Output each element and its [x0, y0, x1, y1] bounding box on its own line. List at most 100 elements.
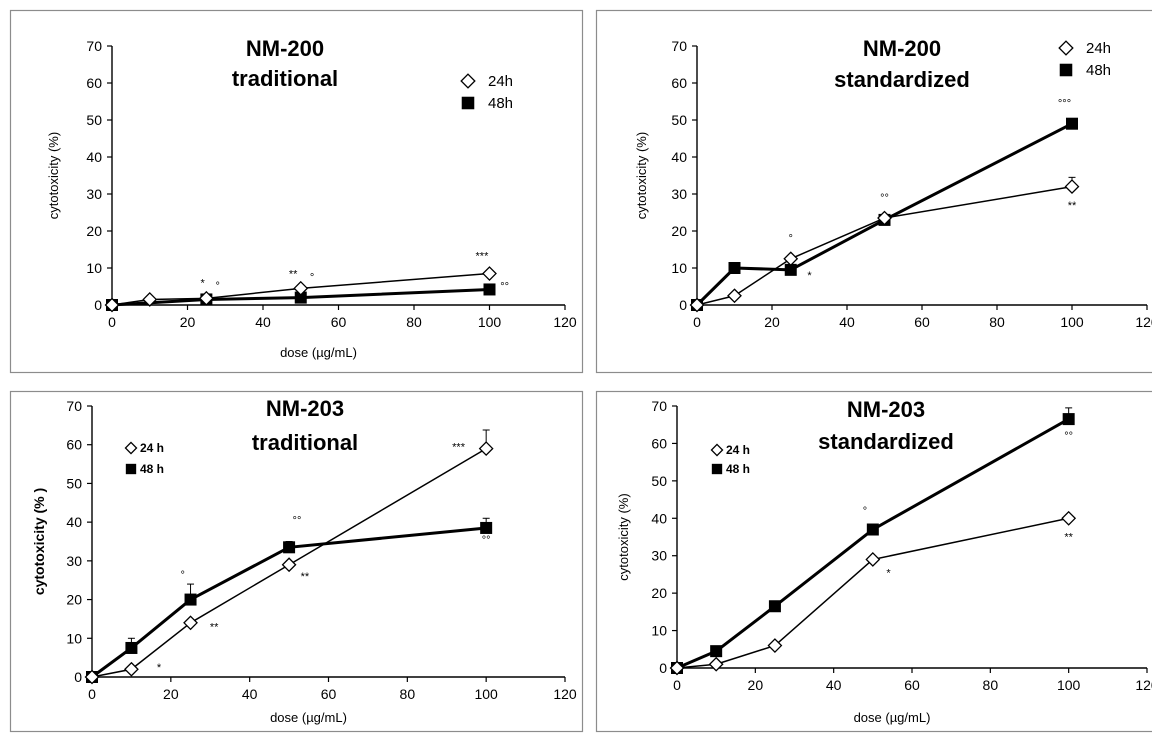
significance-label: * — [886, 567, 891, 579]
legend-label: 48 h — [140, 462, 164, 476]
data-point — [689, 297, 705, 313]
data-point — [198, 290, 214, 306]
data-point — [283, 541, 296, 554]
data-point — [480, 521, 493, 534]
panel-frame — [9, 9, 584, 374]
significance-label: ° — [789, 233, 793, 245]
significance-label: ° — [310, 272, 314, 284]
legend-label: 48 h — [726, 462, 750, 476]
significance-label: *** — [452, 442, 466, 454]
x-tick-label: 20 — [764, 314, 780, 330]
significance-label: ** — [1064, 532, 1073, 544]
legend-marker — [711, 463, 723, 475]
significance-label: °° — [880, 192, 889, 204]
chart-title-line-2: traditional — [232, 66, 338, 91]
y-tick-label: 60 — [671, 75, 687, 91]
legend-label: 48h — [1086, 62, 1111, 79]
y-tick-label: 10 — [66, 630, 82, 646]
chart-title-line-1: NM-200 — [863, 36, 941, 61]
significance-label: °°° — [1058, 98, 1071, 110]
y-axis-label: cytotoxicity (%) — [634, 132, 649, 219]
significance-label: ° — [180, 569, 184, 581]
data-point — [728, 262, 741, 274]
data-point — [1062, 413, 1075, 426]
y-tick-label: 10 — [86, 260, 102, 276]
x-tick-label: 60 — [914, 314, 930, 330]
y-tick-label: 0 — [94, 297, 102, 313]
chart-panel-3: 0 10 20 30 40 50 60 70 0 20 40 60 80 100 120 cytotoxici… — [9, 390, 584, 733]
chart-panel-1: 0 10 20 30 40 50 60 70 0 20 40 60 80 100 120 cytotoxici… — [9, 9, 584, 374]
x-tick-label: 100 — [474, 686, 498, 702]
y-axis-label: cytotoxicity (% ) — [31, 488, 47, 595]
significance-label: *** — [476, 250, 490, 262]
x-tick-label: 20 — [180, 314, 196, 330]
legend-label: 24 h — [140, 441, 164, 455]
legend: 24 h 48 h — [710, 443, 750, 476]
y-axis-label: cytotoxicity (%) — [616, 493, 631, 580]
x-axis-label: dose (µg/mL) — [854, 710, 931, 725]
significance-label: ° — [863, 506, 867, 518]
data-point — [483, 283, 496, 296]
chart-title-line-1: NM-203 — [847, 397, 925, 422]
x-tick-label: 20 — [163, 686, 179, 702]
y-tick-label: 0 — [679, 297, 687, 313]
x-tick-label: 40 — [826, 677, 842, 693]
y-tick-label: 20 — [66, 592, 82, 608]
data-point — [125, 641, 138, 654]
data-point — [710, 645, 723, 658]
y-tick-label: 30 — [671, 186, 687, 202]
y-tick-label: 40 — [86, 149, 102, 165]
data-point — [123, 661, 139, 677]
chart-title-line-1: NM-203 — [266, 396, 344, 421]
y-tick-label: 30 — [66, 553, 82, 569]
x-tick-label: 40 — [839, 314, 855, 330]
legend: 24 h 48 h — [124, 441, 164, 476]
data-point — [183, 615, 198, 631]
x-tick-label: 0 — [88, 686, 96, 702]
y-tick-label: 70 — [671, 38, 687, 54]
data-point — [281, 557, 297, 573]
data-point — [104, 297, 120, 313]
data-point — [767, 638, 783, 653]
y-tick-label: 70 — [66, 398, 82, 414]
x-tick-label: 100 — [478, 314, 502, 330]
y-tick-label: 30 — [86, 186, 102, 202]
y-tick-label: 50 — [671, 112, 687, 128]
significance-label: °° — [293, 515, 302, 527]
legend-label: 24h — [1086, 40, 1111, 57]
data-point — [1061, 510, 1077, 526]
significance-label: ° — [215, 280, 219, 292]
y-tick-label: 10 — [651, 623, 667, 639]
significance-label: °° — [482, 534, 491, 546]
x-tick-label: 0 — [693, 314, 701, 330]
legend-marker — [460, 73, 476, 89]
data-point — [866, 523, 879, 536]
x-tick-label: 80 — [400, 686, 416, 702]
y-tick-label: 20 — [651, 585, 667, 601]
y-tick-label: 50 — [86, 112, 102, 128]
significance-label: * — [200, 278, 205, 290]
y-tick-label: 40 — [651, 510, 667, 526]
chart-panel-4: 0 10 20 30 40 50 60 70 0 20 40 60 80 100 120 cytotoxici… — [595, 390, 1152, 733]
x-tick-label: 80 — [989, 314, 1005, 330]
data-point — [293, 280, 309, 296]
legend-label: 48h — [488, 95, 513, 112]
y-tick-label: 0 — [74, 669, 82, 685]
x-tick-label: 100 — [1060, 314, 1084, 330]
legend-label: 24h — [488, 73, 513, 90]
x-axis-label: dose (µg/mL) — [280, 345, 357, 360]
x-tick-label: 60 — [321, 686, 337, 702]
significance-label: °° — [500, 281, 509, 293]
y-tick-label: 70 — [86, 38, 102, 54]
significance-label: ** — [301, 571, 310, 583]
data-point — [184, 593, 197, 606]
y-tick-label: 50 — [66, 475, 82, 491]
x-tick-label: 0 — [108, 314, 116, 330]
x-tick-label: 80 — [983, 677, 999, 693]
data-point — [482, 266, 497, 281]
y-tick-label: 60 — [651, 435, 667, 451]
